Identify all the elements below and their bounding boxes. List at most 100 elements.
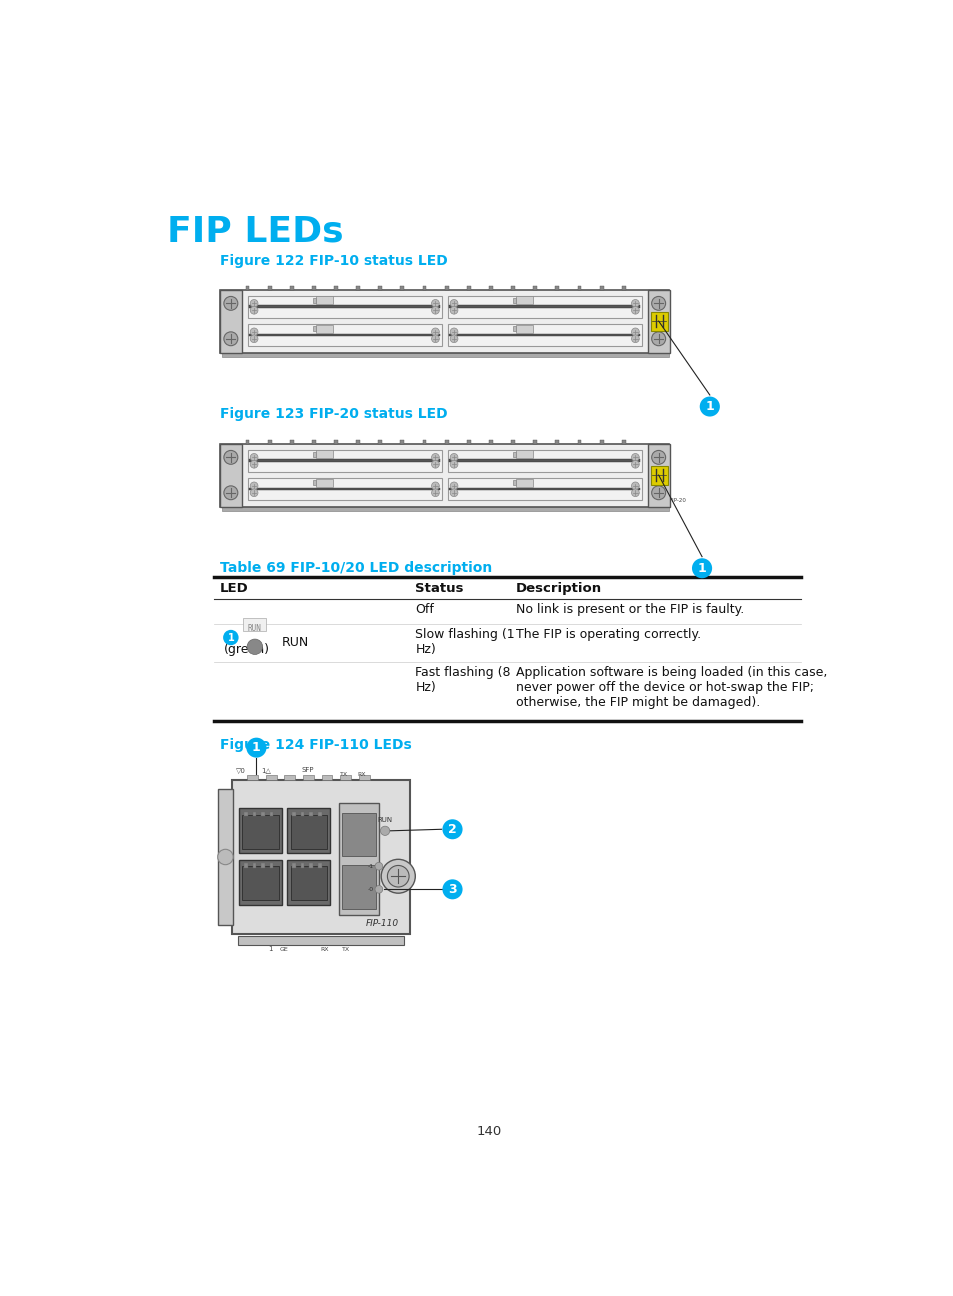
- Text: 1: 1: [252, 741, 260, 754]
- Bar: [313, 298, 316, 302]
- Bar: [292, 863, 295, 868]
- Bar: [309, 863, 313, 868]
- Bar: [248, 450, 441, 472]
- Circle shape: [450, 489, 457, 496]
- Bar: [516, 480, 532, 486]
- Bar: [355, 285, 359, 289]
- Circle shape: [431, 299, 439, 307]
- Circle shape: [250, 482, 257, 490]
- Bar: [341, 866, 375, 908]
- Bar: [599, 285, 603, 289]
- Circle shape: [631, 482, 639, 490]
- Bar: [340, 775, 351, 780]
- Bar: [650, 465, 667, 485]
- Bar: [599, 439, 603, 443]
- Bar: [237, 936, 403, 945]
- Bar: [253, 811, 256, 816]
- Text: FIP LEDs: FIP LEDs: [167, 214, 344, 248]
- Circle shape: [380, 826, 390, 836]
- Bar: [358, 775, 369, 780]
- Bar: [577, 439, 580, 443]
- Bar: [244, 811, 248, 816]
- Circle shape: [247, 639, 262, 654]
- Circle shape: [631, 460, 639, 468]
- Circle shape: [631, 334, 639, 342]
- Circle shape: [651, 486, 665, 500]
- Text: FIP-110: FIP-110: [366, 919, 399, 928]
- Bar: [290, 439, 294, 443]
- Text: 1: 1: [697, 561, 705, 574]
- Bar: [243, 617, 266, 631]
- Circle shape: [431, 334, 439, 342]
- Bar: [355, 439, 359, 443]
- Bar: [312, 439, 315, 443]
- Bar: [512, 452, 516, 456]
- Bar: [449, 306, 639, 308]
- Bar: [247, 775, 257, 780]
- Circle shape: [431, 482, 439, 490]
- Circle shape: [450, 460, 457, 468]
- Circle shape: [651, 451, 665, 464]
- Circle shape: [387, 866, 409, 886]
- Bar: [232, 780, 410, 934]
- Bar: [248, 295, 441, 318]
- Bar: [516, 297, 532, 305]
- Bar: [248, 324, 441, 346]
- Bar: [220, 443, 241, 507]
- Circle shape: [442, 879, 462, 899]
- Bar: [221, 353, 669, 358]
- Circle shape: [431, 454, 439, 461]
- Bar: [315, 480, 333, 486]
- Bar: [270, 863, 274, 868]
- Bar: [291, 866, 327, 901]
- Text: TX: TX: [340, 772, 348, 778]
- Text: GE: GE: [279, 947, 289, 953]
- Text: 140: 140: [476, 1125, 501, 1138]
- Bar: [321, 775, 332, 780]
- Bar: [449, 334, 639, 337]
- Bar: [239, 861, 282, 905]
- Bar: [249, 487, 439, 490]
- Bar: [239, 809, 282, 853]
- Bar: [244, 863, 248, 868]
- Bar: [378, 439, 382, 443]
- Text: RX: RX: [320, 947, 329, 953]
- Bar: [533, 285, 537, 289]
- Bar: [268, 439, 272, 443]
- Bar: [317, 863, 321, 868]
- Bar: [309, 811, 313, 816]
- Bar: [300, 811, 304, 816]
- Bar: [221, 507, 669, 511]
- Bar: [647, 443, 669, 507]
- Bar: [313, 452, 316, 456]
- Circle shape: [223, 630, 238, 645]
- Bar: [447, 450, 641, 472]
- Bar: [287, 809, 330, 853]
- Bar: [447, 295, 641, 318]
- Circle shape: [691, 559, 711, 578]
- Text: RUN: RUN: [377, 816, 393, 823]
- Bar: [242, 815, 278, 849]
- Circle shape: [224, 486, 237, 500]
- Text: -0: -0: [367, 886, 373, 892]
- Circle shape: [450, 334, 457, 342]
- Circle shape: [250, 489, 257, 496]
- Bar: [512, 327, 516, 330]
- Bar: [489, 439, 493, 443]
- Text: 1: 1: [704, 400, 714, 413]
- Bar: [400, 439, 404, 443]
- Bar: [290, 285, 294, 289]
- Bar: [248, 478, 441, 500]
- Text: Figure 124 FIP-110 LEDs: Figure 124 FIP-110 LEDs: [220, 737, 412, 752]
- Bar: [444, 439, 448, 443]
- Bar: [266, 775, 276, 780]
- Text: 2: 2: [448, 823, 456, 836]
- Bar: [317, 811, 321, 816]
- Text: No link is present or the FIP is faulty.: No link is present or the FIP is faulty.: [516, 603, 743, 616]
- Bar: [313, 327, 316, 330]
- Bar: [292, 811, 295, 816]
- Text: SFP: SFP: [301, 767, 314, 774]
- Text: 1: 1: [268, 946, 273, 953]
- Circle shape: [381, 859, 415, 893]
- Bar: [489, 285, 493, 289]
